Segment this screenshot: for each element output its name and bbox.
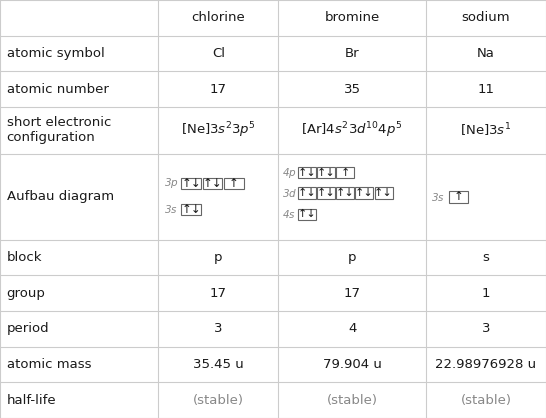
Text: ↑↓: ↑↓ xyxy=(317,168,336,178)
Text: 3$s$: 3$s$ xyxy=(431,191,445,203)
Text: Br: Br xyxy=(345,47,359,60)
Text: ↑↓: ↑↓ xyxy=(374,188,393,198)
Text: s: s xyxy=(483,251,489,264)
Text: chlorine: chlorine xyxy=(192,11,245,24)
Text: ↑: ↑ xyxy=(454,190,464,203)
Text: ↑↓: ↑↓ xyxy=(298,168,317,178)
Text: 3$p$: 3$p$ xyxy=(164,176,179,191)
Text: ↑: ↑ xyxy=(229,177,239,190)
Bar xyxy=(298,167,316,178)
Text: atomic mass: atomic mass xyxy=(7,358,91,371)
Text: 17: 17 xyxy=(343,287,361,300)
Text: short electronic
configuration: short electronic configuration xyxy=(7,116,111,144)
Text: block: block xyxy=(7,251,42,264)
Text: 3: 3 xyxy=(214,322,223,335)
Text: 35.45 u: 35.45 u xyxy=(193,358,244,371)
Text: 35: 35 xyxy=(343,83,361,96)
Text: ↑↓: ↑↓ xyxy=(181,203,201,216)
Text: bromine: bromine xyxy=(324,11,380,24)
Text: atomic symbol: atomic symbol xyxy=(7,47,104,60)
Text: 4: 4 xyxy=(348,322,357,335)
Bar xyxy=(298,187,316,199)
Text: 22.98976928 u: 22.98976928 u xyxy=(435,358,537,371)
Text: ↑↓: ↑↓ xyxy=(298,188,317,198)
Bar xyxy=(224,178,244,189)
Bar xyxy=(317,187,335,199)
Text: Cl: Cl xyxy=(212,47,225,60)
Text: ↑↓: ↑↓ xyxy=(336,188,355,198)
Text: 3$d$: 3$d$ xyxy=(282,187,297,199)
Text: 3: 3 xyxy=(482,322,490,335)
Text: 4$p$: 4$p$ xyxy=(282,166,296,180)
Text: [Ar]4$s^2$3$d^{10}$4$p^5$: [Ar]4$s^2$3$d^{10}$4$p^5$ xyxy=(301,120,403,140)
Text: 11: 11 xyxy=(477,83,495,96)
Text: [Ne]3$s^1$: [Ne]3$s^1$ xyxy=(460,122,512,139)
Text: 1: 1 xyxy=(482,287,490,300)
Text: Na: Na xyxy=(477,47,495,60)
Bar xyxy=(317,167,335,178)
Text: p: p xyxy=(214,251,223,264)
Text: (stable): (stable) xyxy=(327,394,378,407)
Bar xyxy=(298,209,316,220)
Bar xyxy=(449,191,468,203)
Text: half-life: half-life xyxy=(7,394,56,407)
Bar xyxy=(336,187,354,199)
Bar xyxy=(181,178,201,189)
Bar xyxy=(355,187,373,199)
Text: period: period xyxy=(7,322,49,335)
Text: 17: 17 xyxy=(210,287,227,300)
Text: 79.904 u: 79.904 u xyxy=(323,358,382,371)
Text: ↑↓: ↑↓ xyxy=(181,177,201,190)
Text: sodium: sodium xyxy=(461,11,511,24)
Bar xyxy=(203,178,222,189)
Text: ↑↓: ↑↓ xyxy=(203,177,222,190)
Bar xyxy=(181,204,201,215)
Text: 3$s$: 3$s$ xyxy=(164,204,177,215)
Bar xyxy=(375,187,393,199)
Text: p: p xyxy=(348,251,357,264)
Text: ↑↓: ↑↓ xyxy=(317,188,336,198)
Text: (stable): (stable) xyxy=(460,394,512,407)
Text: ↑↓: ↑↓ xyxy=(355,188,374,198)
Text: ↑: ↑ xyxy=(341,168,350,178)
Text: (stable): (stable) xyxy=(193,394,244,407)
Bar xyxy=(336,167,354,178)
Text: atomic number: atomic number xyxy=(7,83,109,96)
Text: Aufbau diagram: Aufbau diagram xyxy=(7,190,114,203)
Text: 17: 17 xyxy=(210,83,227,96)
Text: ↑↓: ↑↓ xyxy=(298,209,317,219)
Text: [Ne]3$s^2$3$p^5$: [Ne]3$s^2$3$p^5$ xyxy=(181,120,256,140)
Text: 4$s$: 4$s$ xyxy=(282,209,295,220)
Text: group: group xyxy=(7,287,45,300)
